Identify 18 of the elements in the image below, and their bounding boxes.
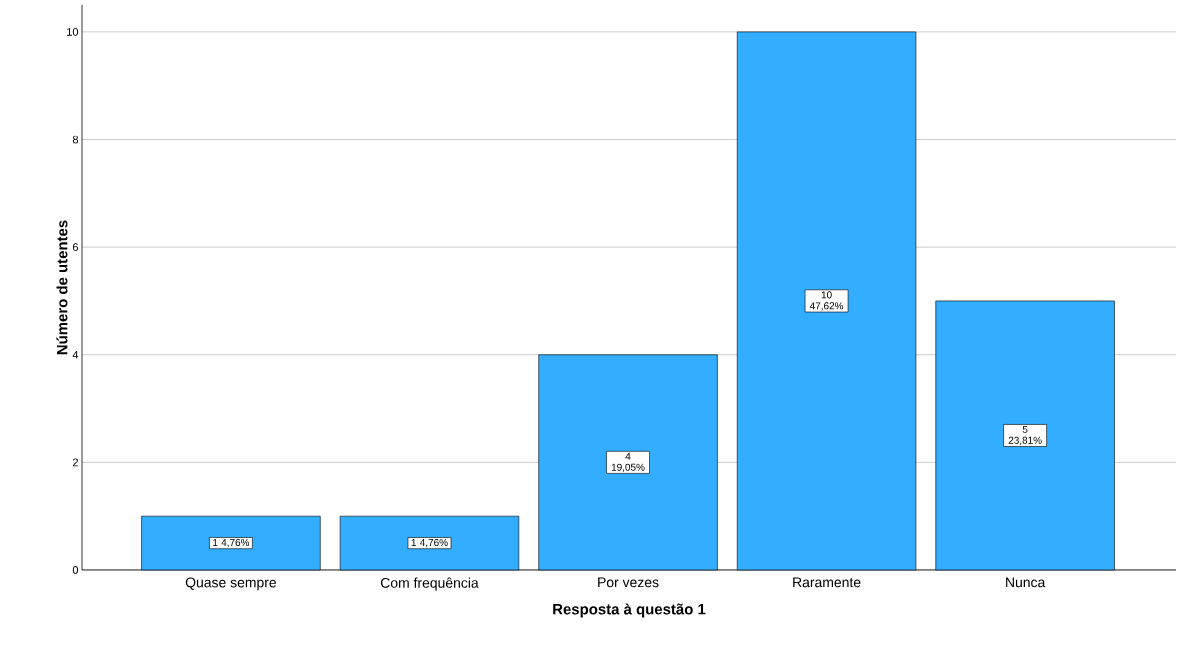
data-label: 5 23,81%: [1008, 425, 1042, 446]
y-tick-label: 10: [67, 28, 79, 36]
x-tick-label: Raramente: [793, 577, 861, 588]
x-tick-label: Nunca: [1006, 577, 1046, 588]
y-tick-label: 0: [72, 566, 79, 574]
x-tick-label: Por vezes: [598, 577, 659, 588]
data-label: 4 19,05%: [611, 452, 645, 472]
y-tick-label: 2: [72, 458, 78, 467]
data-label: 1 4,76%: [213, 538, 250, 548]
x-tick-label: Com frequência: [380, 577, 479, 591]
x-tick-label: Quase sempre: [185, 577, 277, 591]
y-tick-label: 6: [72, 243, 78, 252]
y-tick-label: 8: [72, 135, 78, 144]
data-label: 10 47,62%: [809, 291, 844, 311]
y-axis-title: Número de utentes: [56, 220, 68, 355]
data-label: 1 4,76%: [411, 538, 448, 548]
x-axis-title: Resposta à questão 1: [553, 603, 706, 618]
y-tick-label: 4: [72, 350, 79, 359]
